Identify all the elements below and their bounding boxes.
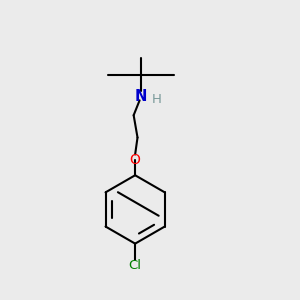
Text: H: H <box>152 93 161 106</box>
Text: N: N <box>135 89 147 104</box>
Text: Cl: Cl <box>129 259 142 272</box>
Text: O: O <box>130 153 141 167</box>
